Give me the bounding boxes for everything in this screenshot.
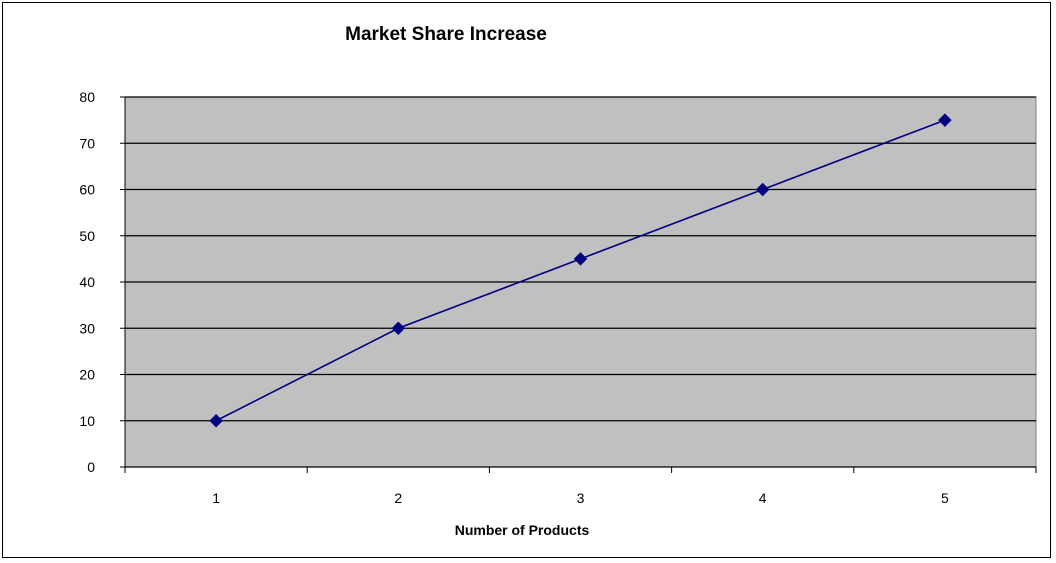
x-axis: 1 2 3 4 5	[124, 466, 1037, 506]
x-tick-label: 4	[759, 490, 767, 506]
y-tick-label: 40	[79, 274, 95, 290]
y-axis: 0 10 20 30 40 50 60 70 80	[79, 89, 126, 475]
y-tick-label: 20	[79, 367, 95, 383]
data-point-marker	[938, 113, 952, 127]
gridlines	[125, 96, 1036, 422]
x-tick-label: 5	[941, 490, 949, 506]
data-point-marker	[391, 321, 406, 335]
data-point-marker	[209, 414, 223, 428]
y-tick-label: 60	[79, 182, 95, 198]
x-axis-title: Number of Products	[455, 522, 590, 538]
series-group	[209, 113, 952, 428]
y-tick-label: 50	[79, 228, 95, 244]
x-tick-label: 2	[394, 490, 402, 506]
y-tick-label: 10	[79, 413, 95, 429]
y-tick-label: 70	[79, 135, 95, 151]
chart-title: Market Share Increase	[345, 24, 547, 45]
y-tick-label: 0	[87, 459, 95, 475]
data-point-marker	[573, 252, 588, 266]
x-tick-label: 3	[577, 490, 585, 506]
data-point-marker	[755, 182, 770, 197]
y-tick-label: 80	[79, 89, 95, 105]
y-tick-label: 30	[79, 320, 95, 336]
x-tick-label: 1	[212, 490, 220, 506]
